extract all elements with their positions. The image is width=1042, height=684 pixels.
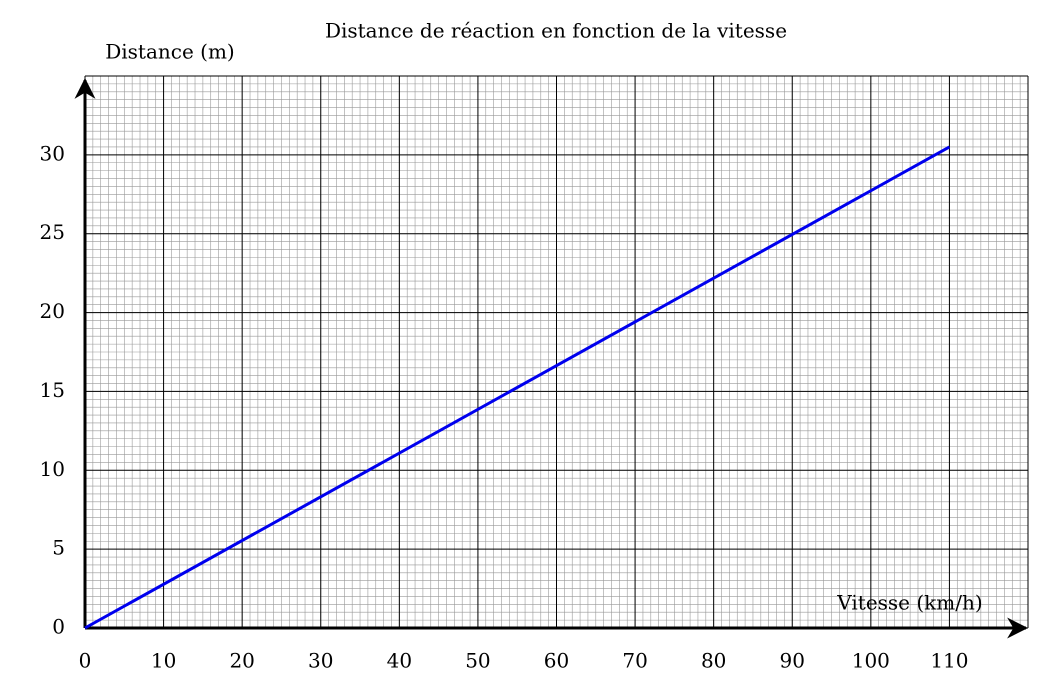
x-tick-label: 40 xyxy=(387,649,412,673)
x-tick-label: 70 xyxy=(622,649,647,673)
data-line xyxy=(84,145,951,630)
y-tick-label: 0 xyxy=(52,615,65,639)
x-tick-label: 100 xyxy=(852,649,890,673)
x-tick-label: 50 xyxy=(465,649,490,673)
y-tick-label: 5 xyxy=(52,536,65,560)
x-tick-label: 90 xyxy=(780,649,805,673)
y-tick-label: 30 xyxy=(40,141,65,165)
y-tick-label: 25 xyxy=(40,220,65,244)
grid xyxy=(84,75,1029,629)
y-tick-label: 15 xyxy=(40,378,65,402)
x-tick-label: 60 xyxy=(544,649,569,673)
x-tick-label: 20 xyxy=(229,649,254,673)
y-axis-label: Distance (m) xyxy=(105,40,235,64)
x-tick-label: 30 xyxy=(308,649,333,673)
x-tick-label: 110 xyxy=(930,649,968,673)
chart-title: Distance de réaction en fonction de la v… xyxy=(325,19,787,43)
x-axis-label: Vitesse (km/h) xyxy=(836,591,982,615)
x-tick-label: 10 xyxy=(151,649,176,673)
y-tick-label: 20 xyxy=(40,299,65,323)
x-tick-label: 80 xyxy=(701,649,726,673)
y-tick-label: 10 xyxy=(40,457,65,481)
x-tick-label: 0 xyxy=(79,649,92,673)
